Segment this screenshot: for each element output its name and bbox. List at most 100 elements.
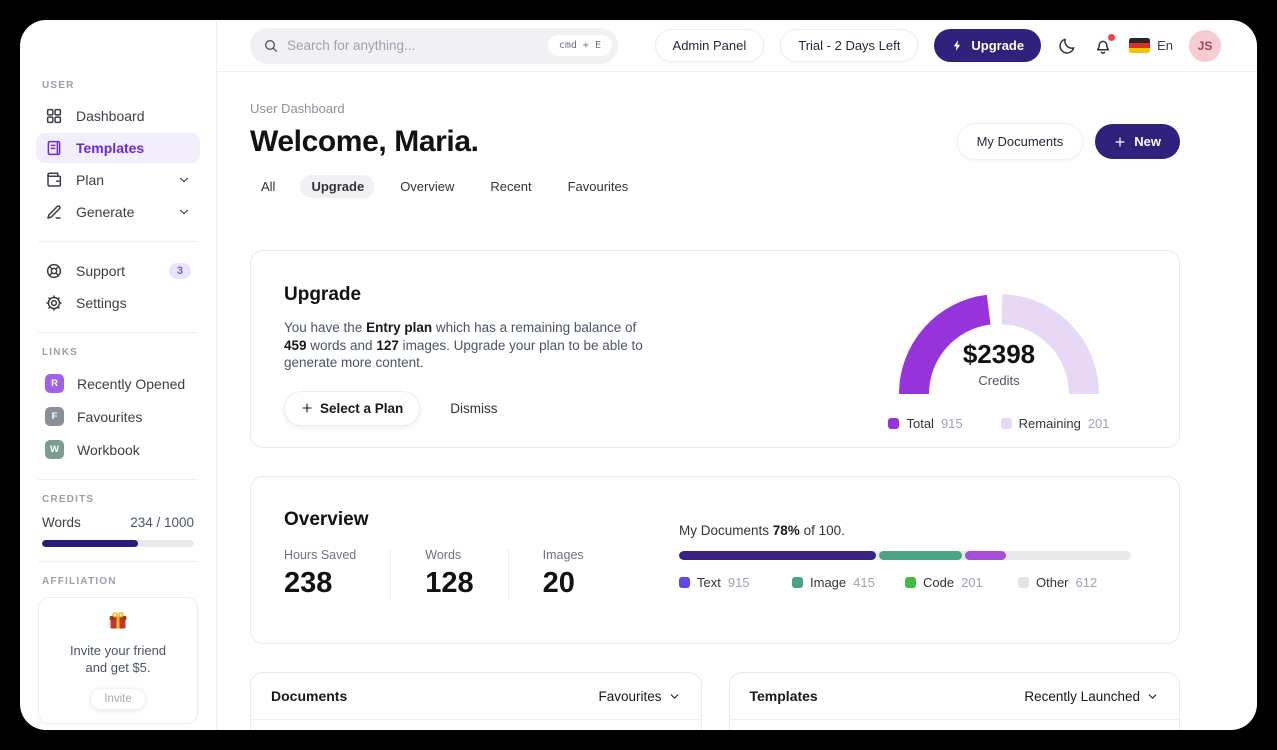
- search-input[interactable]: [287, 38, 540, 53]
- sidebar-item-label: Support: [76, 263, 126, 279]
- upgrade-button[interactable]: Upgrade: [934, 29, 1042, 62]
- sidebar-item-support[interactable]: Support 3: [36, 256, 200, 286]
- documents-card-title: Documents: [271, 688, 348, 704]
- tab-overview[interactable]: Overview: [400, 179, 455, 194]
- my-documents-button[interactable]: My Documents: [956, 123, 1084, 160]
- main-area: cmd + E Admin Panel Trial - 2 Days Left …: [217, 20, 1257, 730]
- section-label-links: LINKS: [42, 347, 78, 358]
- sidebar-item-label: Plan: [76, 172, 105, 188]
- sidebar-item-label: Generate: [76, 204, 135, 220]
- upgrade-card-left: Upgrade You have the Entry plan which ha…: [284, 284, 694, 447]
- dashboard-grid-icon: [45, 107, 63, 125]
- chevron-down-icon: [177, 173, 191, 187]
- tab-all[interactable]: All: [261, 179, 276, 194]
- documents-filter-dropdown[interactable]: Favourites: [598, 689, 680, 704]
- gift-icon: [108, 611, 128, 631]
- link-initial-badge: W: [45, 440, 64, 459]
- language-selector[interactable]: En: [1129, 38, 1173, 53]
- select-plan-button[interactable]: Select a Plan: [284, 390, 421, 426]
- pencil-icon: [45, 203, 63, 221]
- sidebar-item-recently-opened[interactable]: R Recently Opened: [36, 368, 200, 399]
- dark-mode-toggle[interactable]: [1057, 36, 1077, 56]
- search-bar[interactable]: cmd + E: [250, 27, 618, 64]
- gauge-legend: Total 915 Remaining 201: [888, 416, 1110, 431]
- trial-status-button[interactable]: Trial - 2 Days Left: [780, 29, 919, 62]
- bar-segment-image: [878, 551, 963, 560]
- lightning-bolt-icon: [951, 39, 964, 52]
- templates-journal-icon: [45, 139, 63, 157]
- sidebar-item-templates[interactable]: Templates: [36, 133, 200, 163]
- legend-swatch: [888, 418, 900, 429]
- stat-words: Words 128: [390, 548, 507, 600]
- topbar-actions: Admin Panel Trial - 2 Days Left Upgrade: [654, 29, 1221, 62]
- search-shortcut-hint: cmd + E: [547, 35, 612, 56]
- sidebar-item-settings[interactable]: Settings: [36, 288, 200, 318]
- topbar: cmd + E Admin Panel Trial - 2 Days Left …: [217, 20, 1257, 72]
- plus-icon: [301, 402, 313, 414]
- admin-panel-button[interactable]: Admin Panel: [654, 29, 765, 62]
- credits-value: 234 / 1000: [130, 515, 194, 530]
- documents-progress-title: My Documents 78% of 100.: [679, 523, 845, 538]
- legend-item-text: Text 915: [679, 575, 792, 590]
- bar-segment-text: [679, 551, 876, 560]
- gauge-chart: [899, 294, 1099, 394]
- credits-gauge: $2398 Credits Total 915 Remaining: [888, 284, 1110, 447]
- gear-icon: [45, 294, 63, 312]
- chevron-down-icon: [1146, 690, 1159, 703]
- credits-progress-fill: [42, 540, 138, 547]
- upgrade-card: Upgrade You have the Entry plan which ha…: [250, 250, 1180, 448]
- sidebar-item-dashboard[interactable]: Dashboard: [36, 101, 200, 131]
- moon-icon: [1057, 36, 1077, 56]
- template-list-item[interactable]: Blog Post Title in Workbook: [730, 720, 1180, 730]
- affiliation-text: Invite your friend and get $5.: [69, 643, 167, 675]
- legend-swatch: [905, 577, 916, 588]
- document-list-item[interactable]: Untitled Document in Workbook: [251, 720, 701, 730]
- bell-icon: [1093, 36, 1113, 56]
- tab-upgrade[interactable]: Upgrade: [300, 175, 376, 198]
- section-label-user: USER: [42, 80, 75, 91]
- upgrade-card-copy: You have the Entry plan which has a rema…: [284, 320, 643, 370]
- user-avatar[interactable]: JS: [1189, 29, 1221, 62]
- sidebar-item-label: Favourites: [77, 408, 143, 425]
- bar-legend: Text 915 Image 415 Code 201: [679, 575, 1131, 590]
- sidebar-item-plan[interactable]: Plan: [36, 165, 200, 195]
- legend-item-code: Code 201: [905, 575, 1018, 590]
- wallet-icon: [45, 171, 63, 189]
- invite-button[interactable]: Invite: [90, 688, 146, 710]
- chevron-down-icon: [668, 690, 681, 703]
- sidebar: USER Dashboard Templates Plan: [20, 20, 217, 730]
- gauge-center-label: Credits: [978, 373, 1020, 388]
- chevron-down-icon: [177, 205, 191, 219]
- overview-card-left: Overview Hours Saved 238 Words 128 Image…: [284, 509, 618, 643]
- overview-stats: Hours Saved 238 Words 128 Images 20: [284, 548, 618, 600]
- documents-progress: My Documents 78% of 100. Text 915: [679, 509, 1131, 643]
- legend-swatch: [679, 577, 690, 588]
- new-button[interactable]: New: [1095, 124, 1180, 159]
- tab-recent[interactable]: Recent: [490, 179, 532, 194]
- tab-favourites[interactable]: Favourites: [567, 179, 629, 194]
- overview-card: Overview Hours Saved 238 Words 128 Image…: [250, 476, 1180, 644]
- sidebar-item-favourites[interactable]: F Favourites: [36, 401, 200, 432]
- language-code: En: [1157, 38, 1173, 53]
- legend-item-remaining: Remaining 201: [1000, 416, 1110, 431]
- search-icon: [263, 38, 279, 54]
- credits-label: Words: [42, 515, 81, 530]
- sidebar-item-label: Settings: [76, 295, 127, 311]
- dashboard-content: User Dashboard Welcome, Maria. My Docume…: [217, 72, 1180, 730]
- stat-hours-saved: Hours Saved 238: [284, 548, 357, 599]
- sidebar-item-generate[interactable]: Generate: [36, 197, 200, 227]
- templates-card-title: Templates: [749, 688, 818, 704]
- section-label-affiliation: AFFILIATION: [42, 576, 117, 587]
- dismiss-button[interactable]: Dismiss: [450, 400, 498, 416]
- sidebar-divider: [38, 241, 198, 242]
- plus-icon: [1114, 136, 1126, 148]
- lifebuoy-icon: [45, 262, 63, 280]
- legend-swatch: [792, 577, 803, 588]
- sidebar-item-label: Workbook: [77, 441, 140, 458]
- templates-filter-dropdown[interactable]: Recently Launched: [1024, 689, 1159, 704]
- bottom-cards: Documents Favourites Untitled Document i…: [250, 672, 1180, 730]
- notifications-button[interactable]: [1093, 33, 1116, 56]
- stat-images: Images 20: [507, 548, 618, 600]
- sidebar-item-workbook[interactable]: W Workbook: [36, 434, 200, 465]
- legend-item-image: Image 415: [792, 575, 905, 590]
